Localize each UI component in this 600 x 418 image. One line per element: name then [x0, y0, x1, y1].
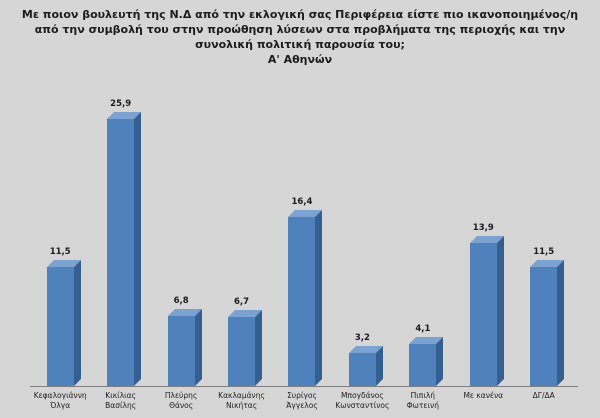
bar: [46, 267, 74, 386]
bar-value-label: 11,5: [49, 247, 71, 257]
bar-value-label: 3,2: [354, 333, 370, 343]
bar: [107, 119, 135, 386]
bar-cell: 4,1: [393, 324, 453, 386]
bar-cell: 11,5: [514, 247, 574, 386]
category-label: Μπογδάνος Κωνσταντίνος: [335, 391, 390, 410]
bar-cell: 16,4: [272, 197, 332, 386]
x-axis-line: [30, 386, 578, 387]
chart-title: Με ποιον βουλευτή της Ν.Δ από την εκλογι…: [21, 8, 579, 51]
bar-value-label: 16,4: [291, 197, 313, 207]
bar: [228, 317, 256, 386]
bar: [288, 217, 316, 386]
category-label: Πλεύρης Θάνος: [164, 391, 198, 410]
bar-cell: 6,7: [211, 297, 271, 386]
category-label: Κεφαλογιάννη Όλγα: [33, 391, 87, 410]
category-label: Με κανένα: [463, 391, 504, 400]
bar-value-label: 6,7: [234, 297, 250, 307]
bar: [409, 344, 437, 386]
plot-area: 11,5 25,9 6,8 6,7 16,4 3,2 4,1 13,9 11,5 Κεφαλογ…: [30, 64, 578, 411]
bar-cell: 25,9: [90, 99, 150, 386]
x-axis-labels: Κεφαλογιάννη Όλγα Κικίλιας Βασίλης Πλεύρης…: [30, 387, 574, 411]
bar-value-label: 6,8: [173, 296, 189, 306]
category-label: Κικίλιας Βασίλης: [105, 391, 137, 410]
category-label: Συρίγος Άγγελος: [286, 391, 318, 410]
bar-cell: 11,5: [30, 247, 90, 386]
title-block: Με ποιον βουλευτή της Ν.Δ από την εκλογι…: [20, 8, 580, 67]
category-label: ΔΓ/ΔΑ: [532, 391, 555, 400]
bar-value-label: 25,9: [110, 99, 132, 109]
bar-cell: 13,9: [453, 223, 513, 386]
chart-subtitle: Α' Αθηνών: [267, 52, 333, 66]
bar-value-label: 4,1: [415, 324, 431, 334]
bar-cell: 6,8: [151, 296, 211, 386]
bar: [530, 267, 558, 386]
category-label: Κακλαμάνης Νικήτας: [218, 391, 265, 410]
bar-value-label: 13,9: [472, 223, 494, 233]
bar-value-label: 11,5: [533, 247, 555, 257]
bar: [348, 353, 376, 386]
bar: [469, 243, 497, 386]
bar: [167, 316, 195, 386]
bar-cell: 3,2: [332, 333, 392, 386]
bars-container: 11,5 25,9 6,8 6,7 16,4 3,2 4,1 13,9 11,5: [30, 64, 574, 386]
category-label: Πιπιλή Φωτεινή: [406, 391, 439, 410]
